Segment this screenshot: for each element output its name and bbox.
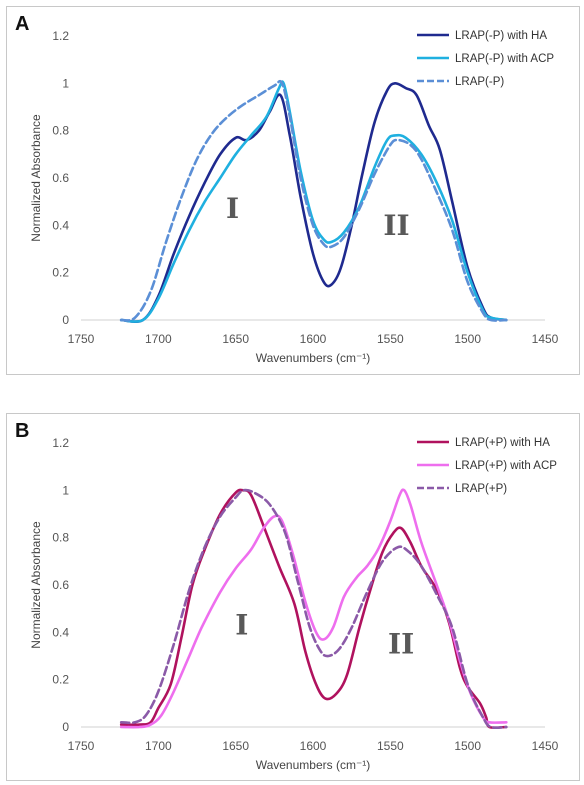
chart-panel-a: A 0 0.2 0.4 0.6 0.8 1 1.2 1750 1700 1650 1600 1550 1…	[6, 6, 580, 375]
y-tick-label: 1.2	[52, 29, 69, 43]
y-axis-label: Normalized Absorbance	[29, 114, 43, 242]
y-tick-label: 0.6	[52, 578, 69, 592]
y-tick-label: 1	[62, 483, 69, 497]
chart-panel-b: B 0 0.2 0.4 0.6 0.8 1 1.2 1750 1700 1650 1600 1550 1…	[6, 413, 580, 781]
band-label: I	[226, 192, 239, 225]
legend-label: LRAP(-P) with ACP	[455, 53, 554, 65]
legend-label: LRAP(+P) with HA	[455, 437, 550, 449]
chart-a-svg: 0 0.2 0.4 0.6 0.8 1 1.2 1750 1700 1650 1600 1550 150…	[29, 29, 559, 365]
series-line	[119, 488, 508, 730]
y-tick-label: 0.4	[52, 218, 69, 232]
band-label: II	[383, 209, 409, 242]
panel-letter: A	[15, 13, 30, 35]
legend-label: LRAP(-P) with HA	[455, 30, 547, 42]
x-tick-label: 1450	[532, 332, 559, 346]
legend-label: LRAP(-P)	[455, 76, 504, 88]
legend-label: LRAP(+P)	[455, 483, 507, 495]
x-tick-label: 1700	[145, 332, 172, 346]
series-line	[119, 79, 508, 322]
x-tick-label: 1600	[300, 739, 327, 753]
x-tick-label: 1550	[377, 332, 404, 346]
y-tick-label: 1	[62, 76, 69, 90]
x-tick-label: 1650	[222, 332, 249, 346]
x-tick-label: 1700	[145, 739, 172, 753]
y-tick-label: 0	[62, 720, 69, 734]
y-tick-label: 0.8	[52, 531, 69, 545]
y-tick-label: 0.2	[52, 266, 69, 280]
chart-b-svg: 0 0.2 0.4 0.6 0.8 1 1.2 1750 1700 1650 1600 1550 150…	[29, 436, 559, 772]
band-label: II	[388, 628, 414, 661]
series-line	[119, 80, 508, 323]
x-tick-label: 1750	[68, 739, 95, 753]
y-tick-label: 1.2	[52, 436, 69, 450]
legend-label: LRAP(+P) with ACP	[455, 460, 557, 472]
y-tick-label: 0.4	[52, 625, 69, 639]
y-tick-label: 0	[62, 313, 69, 327]
panel-letter: B	[15, 420, 30, 442]
x-tick-label: 1550	[377, 739, 404, 753]
x-axis-label: Wavenumbers (cm⁻¹)	[256, 758, 371, 772]
series-line	[119, 488, 508, 730]
x-tick-label: 1600	[300, 332, 327, 346]
series-line	[119, 488, 508, 729]
y-tick-label: 0.6	[52, 171, 69, 185]
y-tick-label: 0.2	[52, 673, 69, 687]
x-tick-label: 1500	[454, 739, 481, 753]
x-tick-label: 1750	[68, 332, 95, 346]
y-tick-label: 0.8	[52, 124, 69, 138]
series-line	[119, 81, 508, 324]
x-axis-label: Wavenumbers (cm⁻¹)	[256, 351, 371, 365]
x-tick-label: 1450	[532, 739, 559, 753]
band-label: I	[235, 609, 248, 642]
x-tick-label: 1650	[222, 739, 249, 753]
x-tick-label: 1500	[454, 332, 481, 346]
y-axis-label: Normalized Absorbance	[29, 521, 43, 649]
